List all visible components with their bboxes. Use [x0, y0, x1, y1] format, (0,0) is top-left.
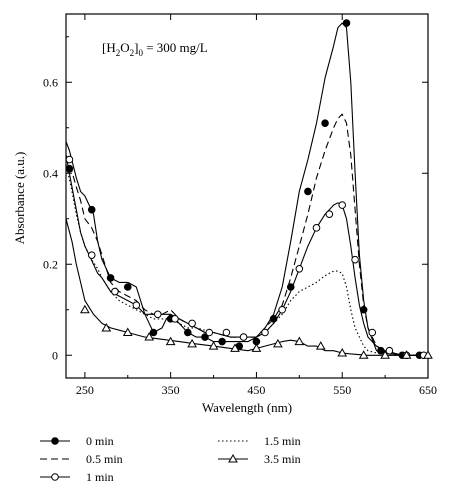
legend-label-0: 0 min — [86, 434, 114, 448]
data-point-0 — [269, 315, 278, 323]
data-point-4 — [380, 350, 390, 359]
legend-label-1: 0.5 min — [86, 452, 123, 466]
data-point-2 — [385, 346, 394, 355]
y-tick-label: 0 — [52, 348, 58, 362]
data-point-4 — [358, 350, 369, 359]
data-point-0 — [106, 274, 115, 282]
plot-border — [65, 13, 429, 379]
y-tick-label: 0.6 — [43, 75, 58, 89]
data-point-0 — [184, 328, 192, 337]
y-axis-title: Absorbance (a.u.) — [12, 152, 27, 245]
data-point-4 — [165, 336, 176, 346]
data-point-4 — [315, 341, 326, 350]
data-point-0 — [201, 333, 209, 341]
data-point-0 — [87, 205, 96, 214]
data-point-0 — [359, 305, 368, 314]
data-point-4 — [187, 338, 197, 348]
legend-label-3: 1.5 min — [264, 434, 301, 448]
data-point-2 — [338, 201, 347, 209]
series-line-2 — [65, 154, 428, 356]
x-axis-title: Wavelength (nm) — [202, 400, 292, 415]
legend-label-4: 3.5 min — [264, 452, 301, 466]
series-line-3 — [65, 164, 428, 356]
data-point-2 — [188, 319, 196, 328]
concentration-annotation: [H2O2]0 = 300 mg/L — [102, 40, 208, 58]
data-point-2 — [87, 251, 96, 259]
data-point-2 — [295, 265, 304, 273]
data-point-0 — [304, 187, 312, 196]
legend: 0 min 0.5 min 1 min 1.5 min 3.5 min — [40, 434, 301, 484]
data-point-4 — [423, 350, 433, 359]
data-point-2 — [368, 328, 377, 337]
data-point-0 — [123, 283, 132, 291]
data-point-2 — [132, 301, 141, 310]
data-point-2 — [153, 310, 162, 319]
x-tick-label: 650 — [419, 383, 437, 397]
series-lines — [65, 22, 428, 356]
data-point-4 — [401, 350, 412, 359]
y-tick-label: 0.2 — [43, 257, 58, 271]
plot-frame — [65, 13, 429, 379]
x-tick-label: 250 — [76, 383, 94, 397]
legend-marker-0 — [51, 437, 59, 445]
data-point-0 — [377, 346, 385, 355]
x-tick-label: 350 — [162, 383, 180, 397]
data-point-2 — [171, 315, 179, 323]
data-point-2 — [111, 287, 119, 296]
data-point-0 — [286, 283, 295, 291]
data-point-4 — [251, 343, 262, 352]
data-point-4 — [337, 347, 348, 357]
data-point-4 — [208, 341, 219, 350]
series-markers — [65, 19, 433, 360]
data-point-2 — [261, 328, 269, 337]
legend-marker-4 — [228, 453, 238, 463]
data-point-0 — [149, 328, 158, 337]
data-point-4 — [101, 322, 112, 332]
data-point-0 — [321, 119, 329, 127]
data-point-2 — [65, 155, 74, 164]
x-tick-label: 550 — [333, 383, 351, 397]
data-point-4 — [144, 332, 155, 341]
data-point-4 — [122, 327, 133, 336]
data-point-2 — [239, 333, 248, 341]
data-point-0 — [65, 164, 74, 173]
legend-label-2: 1 min — [86, 470, 114, 484]
data-point-0 — [218, 337, 226, 346]
x-tick-label: 450 — [247, 383, 265, 397]
data-point-4 — [230, 343, 240, 352]
data-point-0 — [342, 19, 351, 27]
data-point-2 — [312, 224, 321, 232]
series-line-1 — [65, 113, 428, 356]
data-point-2 — [205, 328, 214, 337]
series-line-0 — [65, 22, 428, 356]
axis-ticks: 250 350 450 550 650 0 0.2 0.4 0.6 — [43, 14, 437, 397]
data-point-4 — [294, 336, 305, 346]
data-point-4 — [273, 338, 283, 348]
data-point-2 — [278, 305, 286, 314]
data-point-2 — [325, 210, 334, 218]
legend-marker-2 — [51, 473, 59, 481]
data-point-2 — [351, 255, 359, 264]
data-point-4 — [80, 304, 90, 314]
data-point-2 — [222, 328, 231, 337]
y-tick-label: 0.4 — [43, 166, 58, 180]
